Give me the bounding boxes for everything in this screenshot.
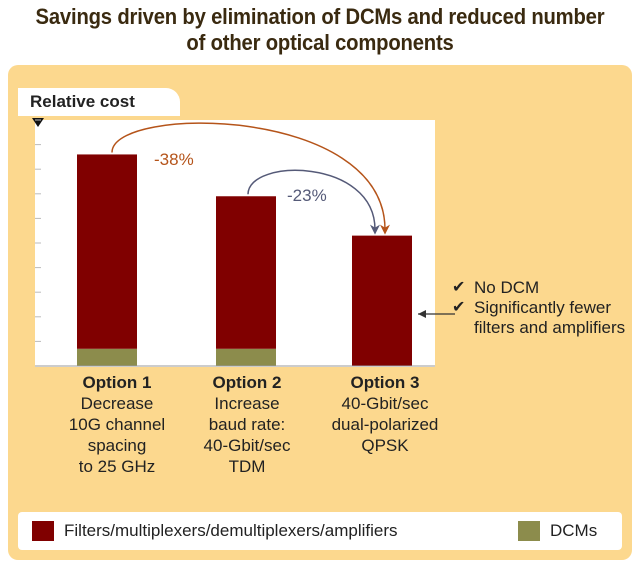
legend-swatch-dcms bbox=[518, 521, 540, 541]
category-option-1: Option 1 Decrease 10G channel spacing to… bbox=[47, 372, 187, 477]
bar-filters-option-2 bbox=[216, 196, 276, 349]
bar-filters-option-1 bbox=[77, 154, 137, 349]
legend-label-filters: Filters/multiplexers/demultiplexers/ampl… bbox=[64, 521, 398, 540]
bar-dcms-option-1 bbox=[77, 348, 137, 366]
category-label: Option 1 bbox=[82, 373, 152, 392]
callout-note: ✔ No DCM ✔ Significantly fewer filters a… bbox=[448, 278, 628, 338]
checkmark-icon: ✔ bbox=[452, 279, 466, 296]
category-description: 40-Gbit/sec dual-polarized QPSK bbox=[331, 394, 439, 455]
annotation-label-23: -23% bbox=[287, 186, 327, 205]
callout-arrowhead-icon bbox=[418, 310, 426, 318]
callout-row: ✔ Significantly fewer filters and amplif… bbox=[448, 298, 628, 338]
arrow-option2-to-option3 bbox=[247, 169, 380, 235]
category-option-3: Option 3 40-Gbit/sec dual-polarized QPSK bbox=[315, 372, 455, 456]
legend-swatch-filters bbox=[32, 521, 54, 541]
category-description: Increase baud rate: 40-Gbit/sec TDM bbox=[203, 394, 291, 476]
callout-row: ✔ No DCM bbox=[448, 278, 628, 298]
callout-text: Significantly fewer filters and amplifie… bbox=[474, 298, 626, 337]
y-axis-arrow-icon bbox=[32, 118, 44, 127]
legend: Filters/multiplexers/demultiplexers/ampl… bbox=[18, 512, 622, 550]
category-description: Decrease 10G channel spacing to 25 GHz bbox=[68, 394, 166, 476]
category-label: Option 2 bbox=[212, 373, 282, 392]
bar-filters-option-3 bbox=[352, 235, 412, 366]
checkmark-icon: ✔ bbox=[452, 299, 466, 316]
category-option-2: Option 2 Increase baud rate: 40-Gbit/sec… bbox=[177, 372, 317, 477]
bar-dcms-option-2 bbox=[216, 348, 276, 366]
y-axis-label: Relative cost bbox=[18, 88, 180, 116]
legend-label-dcms: DCMs bbox=[550, 521, 598, 540]
annotation-label-38: -38% bbox=[154, 150, 194, 169]
callout-text: No DCM bbox=[474, 278, 540, 297]
chart-title: Savings driven by elimination of DCMs an… bbox=[35, 4, 605, 55]
arrow-option1-to-option3 bbox=[111, 122, 390, 235]
category-label: Option 3 bbox=[350, 373, 420, 392]
